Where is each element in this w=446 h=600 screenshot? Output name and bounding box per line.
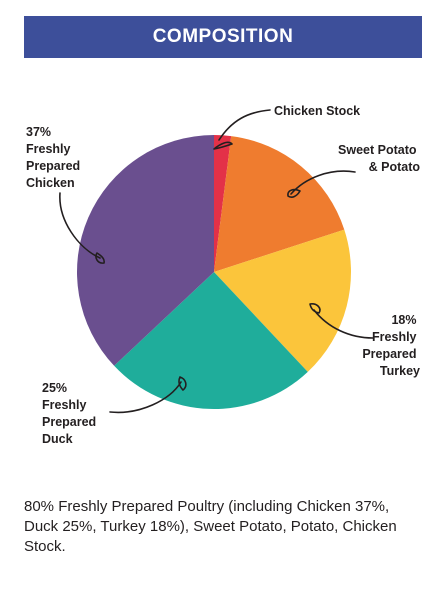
pie-slice-3 bbox=[114, 272, 308, 409]
composition-pie-chart: Chicken Stock Sweet Potato & Potato 18% … bbox=[26, 104, 420, 446]
stock-arrowhead bbox=[213, 141, 233, 150]
label-potato: Sweet Potato & Potato bbox=[338, 143, 420, 174]
pie-slice-0 bbox=[214, 135, 232, 272]
label-turkey: 18% Freshly Prepared Turkey bbox=[362, 313, 420, 378]
pie-slices bbox=[77, 135, 351, 409]
potato-arrowhead bbox=[287, 188, 301, 198]
turkey-arrow bbox=[313, 309, 374, 339]
stock-arrow bbox=[218, 109, 271, 141]
composition-description: 80% Freshly Prepared Poultry (including … bbox=[24, 498, 397, 555]
slice-labels: Chicken Stock Sweet Potato & Potato 18% … bbox=[26, 104, 420, 446]
composition-header: COMPOSITION bbox=[24, 16, 422, 58]
label-stock: Chicken Stock bbox=[274, 104, 360, 118]
pie-slice-4 bbox=[77, 135, 214, 366]
turkey-arrowhead bbox=[309, 303, 321, 314]
pie-slice-1 bbox=[214, 136, 345, 272]
label-chicken: 37% Freshly Prepared Chicken bbox=[26, 125, 84, 190]
pie-slice-2 bbox=[214, 229, 351, 372]
chicken-arrowhead bbox=[95, 252, 105, 264]
duck-arrow bbox=[109, 381, 182, 414]
label-duck: 25% Freshly Prepared Duck bbox=[42, 381, 100, 446]
label-arrows bbox=[59, 109, 374, 414]
chicken-arrow bbox=[59, 192, 101, 259]
header-title: COMPOSITION bbox=[152, 26, 294, 47]
duck-arrowhead bbox=[178, 376, 187, 391]
